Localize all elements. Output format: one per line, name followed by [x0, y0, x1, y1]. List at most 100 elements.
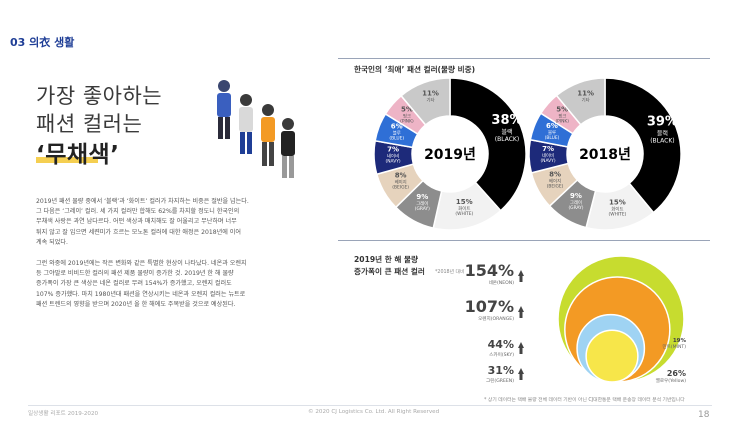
person-3-figure: [261, 104, 275, 166]
slice-eng-name: (BLACK): [650, 137, 674, 144]
slice-percent: 15%: [609, 199, 626, 207]
slice-eng-name: (NAVY): [386, 159, 401, 165]
bubble-옐로우: [585, 329, 639, 383]
person-4-figure: [281, 118, 295, 178]
headline-line-1: 가장 좋아하는: [36, 84, 163, 108]
bubble-subtitle: *2018년 대비: [435, 270, 465, 275]
bubble-percent-label: 107%: [465, 297, 514, 316]
bubble-name-label: 스카이(SKY): [489, 351, 514, 358]
people-illustration: [217, 80, 295, 178]
bubble-name-label: 민트(MINT): [662, 343, 686, 350]
headline-line-3: ‘무채색’: [36, 142, 120, 168]
slice-eng-name: (BLUE): [545, 135, 560, 141]
bubble-name-label: 오렌지(ORANGE): [478, 315, 514, 322]
slice-eng-name: (BLACK): [495, 136, 519, 143]
slice-name: 화이트: [611, 206, 623, 213]
body-line: 무채색 사랑은 과연 남다르다. 어떤 색상과 매치해도 잘 어울리고 무난하며…: [36, 218, 237, 226]
body-line: 107% 증가했다. 마치 1980년대 패션을 연상시키는 네온과 오렌지 컬…: [36, 290, 246, 298]
slice-name: 베이지: [549, 177, 561, 184]
slice-name: 핑크: [403, 113, 411, 120]
body-line: 계속 되었다.: [36, 238, 68, 246]
person-1-figure: [217, 80, 231, 139]
slice-eng-name: (WHITE): [609, 212, 627, 218]
donut-slice: [400, 77, 451, 126]
increase-arrow-icon: [518, 368, 524, 380]
slice-percent: 8%: [395, 172, 407, 180]
bubble-name-label: 옐로우(Yellow): [656, 377, 687, 384]
slice-eng-name: (WHITE): [455, 211, 473, 217]
footer-left: 일상생활 리포트 2019-2020: [28, 411, 99, 417]
slice-percent: 11%: [577, 89, 594, 97]
donut-charts: 38%블랙(BLACK)15%화이트(WHITE)9%그레이(GRAY)8%베이…: [373, 77, 682, 231]
body-line: 그 다음은 ‘그레이’ 컬러. 세 가지 컬러만 합해도 62%를 차지할 정도…: [36, 208, 240, 216]
bubble-title-line-2: 증가폭이 큰 패션 컬러: [354, 267, 425, 276]
slice-percent: 39%: [647, 114, 678, 129]
headline-highlight-bar: [36, 157, 98, 163]
slice-percent: 6%: [546, 122, 558, 130]
footnote: * 상기 데이터는 택배 물량 전체 데이터 기반이 아닌 CJ대한통운 택배 …: [484, 398, 685, 403]
bubble-percent-label: 31%: [488, 364, 514, 377]
section-number: 03: [10, 36, 26, 49]
slice-name: 블루: [548, 129, 556, 136]
slice-name: 핑크: [558, 112, 566, 119]
bubble-chart: 154%네온(NEON) 107%오렌지(ORANGE) 44%스카이(SKY) 31…: [465, 255, 687, 384]
slice-percent: 6%: [391, 123, 403, 131]
footer-copyright: © 2020 CJ Logistics Co. Ltd. All Right R…: [308, 409, 440, 415]
slice-name: 화이트: [458, 205, 470, 212]
slice-name: 그레이: [416, 200, 428, 207]
slice-name: 네이비: [542, 152, 554, 159]
bubble-name-label: 네온(NEON): [489, 279, 515, 286]
slice-percent: 11%: [422, 89, 439, 97]
slice-percent: 9%: [570, 192, 582, 200]
donut-year-label: 2019년: [424, 147, 476, 163]
donut-section-title: 한국인의 ‘최애’ 패션 컬러(물량 비중): [354, 65, 476, 74]
slice-eng-name: (NAVY): [540, 158, 555, 164]
bubble-percent-label: 26%: [667, 369, 686, 378]
section-title: 의衣 생활: [29, 36, 75, 49]
slice-name: 기타: [582, 96, 590, 103]
slice-percent: 8%: [549, 170, 561, 178]
body-line: 튀지 않고 잘 입으면 세련미가 흐르는 모노톤 컬러에 대한 애정은 2018…: [36, 228, 242, 236]
increase-arrow-icon: [518, 306, 524, 318]
slice-name: 베이지: [395, 179, 407, 186]
body-line: 패션 트렌드의 영향을 받으며 2020년 올 한 해에도 주목받을 것으로 예…: [36, 300, 236, 308]
body-line: 등 그야말로 비비드한 컬러의 패션 제품 물량이 증가한 것. 2019년 한…: [36, 270, 234, 278]
body-line: 그런 와중에 2019년에는 작은 변화와 같은 특별한 현상이 나타났다. 네…: [36, 260, 247, 267]
increase-arrow-icon: [518, 342, 524, 354]
bubble-title-line-1: 2019년 한 해 물량: [354, 255, 418, 264]
bubble-percent-label: 19%: [673, 338, 687, 344]
slice-name: 기타: [426, 96, 434, 103]
donut-slice: [604, 77, 682, 214]
bubble-percent-label: 44%: [488, 338, 514, 351]
slice-percent: 7%: [542, 145, 554, 153]
top-divider: [338, 58, 710, 59]
slice-name: 블랙: [657, 130, 668, 137]
slice-eng-name: (BLUE): [389, 136, 404, 142]
slice-eng-name: (PINK): [400, 119, 414, 125]
slice-eng-name: (BEIGE): [392, 185, 409, 191]
donut-year-label: 2018년: [579, 147, 631, 163]
donut-slice: [449, 77, 527, 212]
increase-arrow-icon: [518, 270, 524, 282]
slice-percent: 9%: [416, 193, 428, 201]
donut-slice: [555, 77, 606, 126]
slice-eng-name: (PINK): [555, 118, 569, 124]
slice-name: 블랙: [501, 129, 512, 136]
slice-percent: 5%: [556, 105, 568, 113]
section-label: 03 의衣 생활: [10, 34, 74, 50]
slice-percent: 5%: [401, 106, 413, 114]
slice-eng-name: (GRAY): [568, 205, 583, 211]
slice-percent: 15%: [456, 198, 473, 206]
body-line: 2019년 패션 물량 중에서 ‘블랙’과 ‘화이트’ 컬러가 차지하는 비중은…: [36, 198, 249, 205]
headline-line-2: 패션 컬러는: [36, 112, 143, 136]
middle-divider: [338, 240, 710, 241]
slice-name: 블루: [393, 130, 401, 137]
slice-eng-name: (BEIGE): [547, 183, 564, 189]
body-line: 증가폭이 가장 큰 색상은 네온 컬러로 무려 154%가 증가했고, 오렌지 …: [36, 280, 232, 288]
slice-eng-name: (GRAY): [415, 206, 430, 212]
bubble-percent-label: 154%: [465, 261, 514, 280]
slice-percent: 38%: [491, 113, 522, 128]
slice-name: 네이비: [387, 153, 399, 160]
person-2-figure: [239, 94, 253, 154]
slice-percent: 7%: [387, 146, 399, 154]
